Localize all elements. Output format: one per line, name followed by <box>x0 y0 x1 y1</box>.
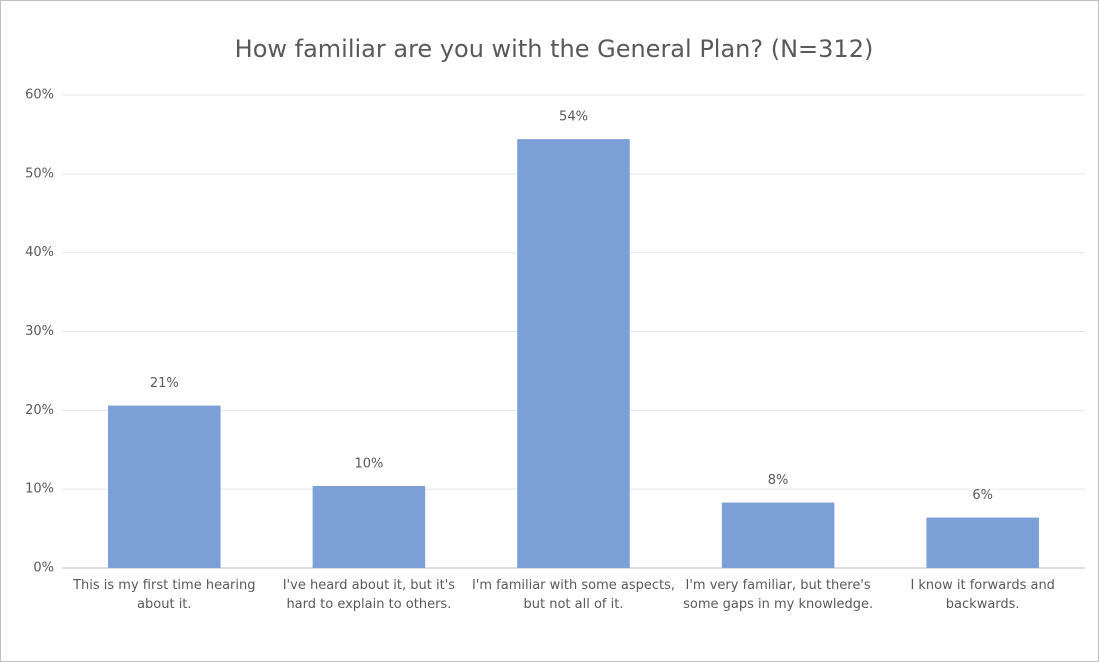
y-tick-label: 40% <box>25 245 54 260</box>
data-label: 54% <box>559 110 588 125</box>
data-label: 21% <box>150 376 179 391</box>
x-tick-label-box: I know it forwards and backwards. <box>910 578 1055 612</box>
chart-title: How familiar are you with the General Pl… <box>235 35 874 63</box>
data-label: 8% <box>768 473 789 488</box>
x-tick-label: I'm very familiar, but there's some gaps… <box>683 578 874 612</box>
y-tick-label: 0% <box>33 561 54 576</box>
x-tick-label-box: I've heard about it, but it's hard to ex… <box>282 578 456 612</box>
y-tick-label: 60% <box>25 88 54 103</box>
x-tick-label: This is my first time hearing about it. <box>73 578 256 612</box>
y-tick-label: 30% <box>25 324 54 339</box>
bar <box>312 486 426 568</box>
bar <box>926 517 1039 568</box>
y-tick-label: 50% <box>25 166 54 181</box>
data-label: 6% <box>972 488 993 503</box>
x-tick-label-box: I'm very familiar, but there's some gaps… <box>683 578 874 612</box>
x-tick-label-box: This is my first time hearing about it. <box>73 578 256 612</box>
y-tick-label: 20% <box>25 403 54 418</box>
x-tick-label: I know it forwards and backwards. <box>910 578 1055 612</box>
bar <box>108 405 221 568</box>
x-tick-label-box: I'm familiar with some aspects, but not … <box>471 578 676 612</box>
data-label: 10% <box>354 457 383 472</box>
x-tick-label: I'm familiar with some aspects, but not … <box>471 578 676 612</box>
x-tick-label: I've heard about it, but it's hard to ex… <box>282 578 456 612</box>
y-tick-label: 10% <box>25 482 54 497</box>
bar <box>721 502 835 568</box>
bar <box>517 139 630 568</box>
